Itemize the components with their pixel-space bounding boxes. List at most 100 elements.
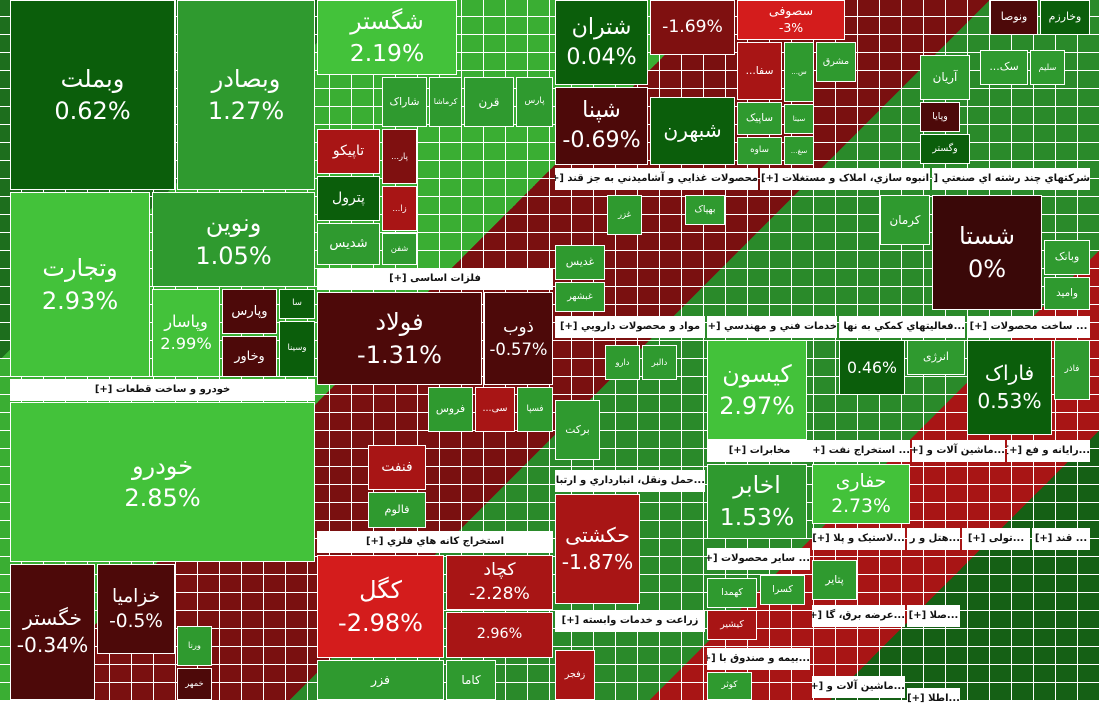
tile-label: شپنا — [582, 97, 621, 124]
tile: سا — [279, 289, 315, 319]
tile: خودرو 2.85% — [10, 402, 315, 562]
tile-label: فولاد — [375, 308, 424, 337]
tile-label: دالبر — [651, 356, 668, 367]
tile: وخاور — [222, 336, 277, 377]
tile: وپاسار 2.99% — [152, 289, 220, 377]
tile: ...زا — [382, 186, 417, 231]
tile-label: ذوب — [503, 317, 534, 337]
tile-change: -2.98% — [338, 608, 423, 637]
tile-change: -1.31% — [357, 340, 442, 369]
sector-header: ...بیمه و صندوق با [+] — [707, 648, 810, 670]
tile: کیشیر — [707, 610, 757, 640]
tile: زفجر — [555, 650, 595, 700]
sector-header: شرکتهاي چند رشته اي صنعتي [+] — [932, 168, 1090, 190]
tile: شپنا -0.69% — [555, 87, 648, 165]
tile-label: ...پار — [391, 150, 408, 161]
tile: فولاد -1.31% — [317, 292, 482, 385]
tile-label: خودرو — [131, 451, 194, 480]
tile-label: فروس — [435, 402, 466, 416]
tile: غدیس — [555, 245, 605, 280]
tile-label: شفن — [390, 243, 409, 254]
tile-label: ...س — [791, 67, 807, 77]
tile: حکشتی -1.87% — [555, 494, 640, 604]
tile: خمهر — [177, 668, 212, 700]
tile-change: -0.5% — [109, 611, 163, 632]
tile-change: 1.05% — [195, 241, 272, 270]
tile-label: کوثر — [721, 680, 738, 691]
tile: وخارزم — [1040, 0, 1090, 35]
tile-label: غبشهر — [567, 290, 593, 302]
tile-label: ورنا — [188, 640, 201, 651]
tile-label: ...سی — [482, 403, 508, 415]
tile-label: وخارزم — [1048, 10, 1082, 24]
tile-change: 0.53% — [977, 388, 1042, 413]
tile: کاما — [446, 660, 496, 700]
tile-change: -2.28% — [469, 583, 530, 604]
tile: شدیس — [317, 223, 380, 265]
tile-label: شستا — [958, 222, 1016, 251]
tile-change: 1.53% — [719, 502, 795, 531]
tile: ...سغ — [784, 136, 814, 165]
sector-header: ...هتل و ر [+] — [907, 528, 960, 550]
tile: وتجارت 2.93% — [10, 192, 150, 377]
tile-label: شگستر — [350, 6, 424, 35]
tile-label: ...زا — [392, 202, 407, 213]
sector-header: ... ساخت محصولات [+] — [967, 316, 1090, 338]
tile: 0.46% — [839, 340, 905, 395]
tile-label: ...سک — [989, 60, 1019, 74]
sector-header: ... استخراج نفت [+] — [812, 440, 910, 462]
sector-header: خدمات فني و مهندسي [+] — [707, 316, 837, 338]
tile-label: کرماشا — [433, 96, 458, 106]
tile: حفاری 2.73% — [812, 464, 910, 524]
tile-label: وپایا — [932, 110, 948, 122]
tile: کگل -2.98% — [317, 555, 444, 658]
tile-label: ...سفا — [745, 63, 774, 77]
tile: شبهرن — [650, 97, 735, 165]
tile-change: 2.85% — [124, 484, 201, 512]
tile: تاپیکو — [317, 129, 380, 174]
tile-label: وسینا — [287, 343, 307, 354]
tile-label: پترول — [332, 190, 365, 206]
tile-change: -1.69% — [662, 16, 723, 37]
tile-label: وبملت — [60, 64, 125, 93]
tile-label: فسپا — [526, 403, 544, 414]
tile: غزر — [607, 195, 642, 235]
tile-label: کاما — [461, 672, 481, 687]
tile: شگستر 2.19% — [317, 0, 457, 75]
tile: وگستر — [920, 134, 970, 164]
tile: ساپیک — [737, 102, 782, 135]
tile: پارس — [516, 77, 553, 127]
tile-label: وپاسار — [164, 312, 208, 332]
tile-label: سینا — [792, 114, 806, 124]
tile: وپارس — [222, 289, 277, 334]
tile: فزر — [317, 660, 444, 700]
tile: کسرا — [760, 575, 805, 605]
tile-change: 2.99% — [160, 334, 212, 353]
tile: دارو — [605, 345, 640, 380]
tile-change: 2.97% — [719, 392, 795, 420]
sector-header: ...فعاليتهاي کمکي به نها [+] — [839, 316, 965, 338]
tile-label: وبانک — [1054, 250, 1080, 264]
tile-label: فاذر — [1064, 364, 1080, 375]
sector-header: مخابرات [+] — [707, 440, 812, 462]
tile: فاذر — [1054, 340, 1090, 400]
tile: سینا — [784, 104, 814, 134]
tile: خزامیا -0.5% — [97, 564, 175, 654]
tile-label: کرمان — [889, 212, 921, 227]
tile: کرمان — [880, 195, 930, 245]
tile: ...پار — [382, 129, 417, 184]
tile-label: خگستر — [23, 605, 82, 630]
tile-label: وخاور — [234, 348, 265, 364]
tile: ونوصا — [990, 0, 1038, 35]
tile-change: 2.73% — [831, 496, 891, 517]
sector-header: فلزات اساسی [+] — [317, 268, 553, 290]
tile-label: کچاد — [483, 560, 516, 581]
tile-label: ونوصا — [1000, 10, 1028, 24]
tile-label: سا — [292, 298, 302, 309]
tile-change: -0.57% — [489, 339, 548, 359]
tile: ذوب -0.57% — [484, 292, 553, 385]
tile: قرن — [464, 77, 514, 127]
tile: آریان — [920, 55, 970, 100]
sector-header: ...تولی [+] — [962, 528, 1030, 550]
